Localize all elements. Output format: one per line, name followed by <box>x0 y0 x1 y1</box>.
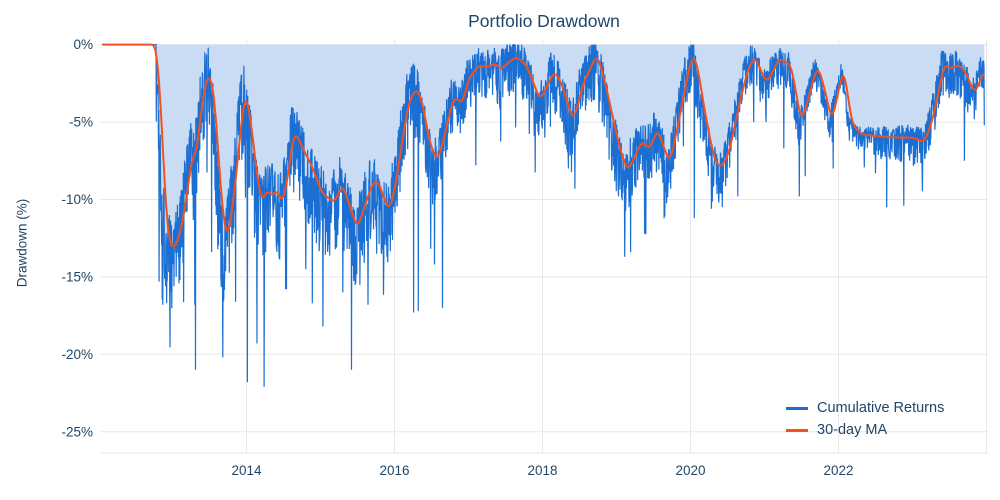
chart-title: Portfolio Drawdown <box>468 11 620 31</box>
y-tick-label: -25% <box>61 424 93 439</box>
x-tick-label: 2020 <box>675 463 705 478</box>
x-tick-label: 2022 <box>823 463 853 478</box>
ma-line <box>101 43 985 248</box>
legend-item-30-day-ma[interactable]: 30-day MA <box>786 419 944 441</box>
legend-swatch <box>786 428 808 432</box>
x-tick-label: 2016 <box>379 463 409 478</box>
y-tick-label: -15% <box>61 269 93 284</box>
x-tick-label: 2014 <box>231 463 262 478</box>
y-tick-label: -10% <box>61 192 93 207</box>
cumulative-returns-area <box>102 44 985 387</box>
y-tick-label: 0% <box>73 37 93 52</box>
legend-swatch <box>786 406 808 410</box>
legend: Cumulative Returns 30-day MA <box>786 397 944 441</box>
legend-label: 30-day MA <box>817 422 888 438</box>
y-tick-label: -20% <box>61 347 93 362</box>
y-tick-label: -5% <box>69 115 93 130</box>
x-tick-label: 2018 <box>527 463 557 478</box>
legend-label: Cumulative Returns <box>817 400 945 416</box>
cumulative-returns-line <box>102 44 985 387</box>
legend-item-cumulative-returns[interactable]: Cumulative Returns <box>786 397 944 419</box>
